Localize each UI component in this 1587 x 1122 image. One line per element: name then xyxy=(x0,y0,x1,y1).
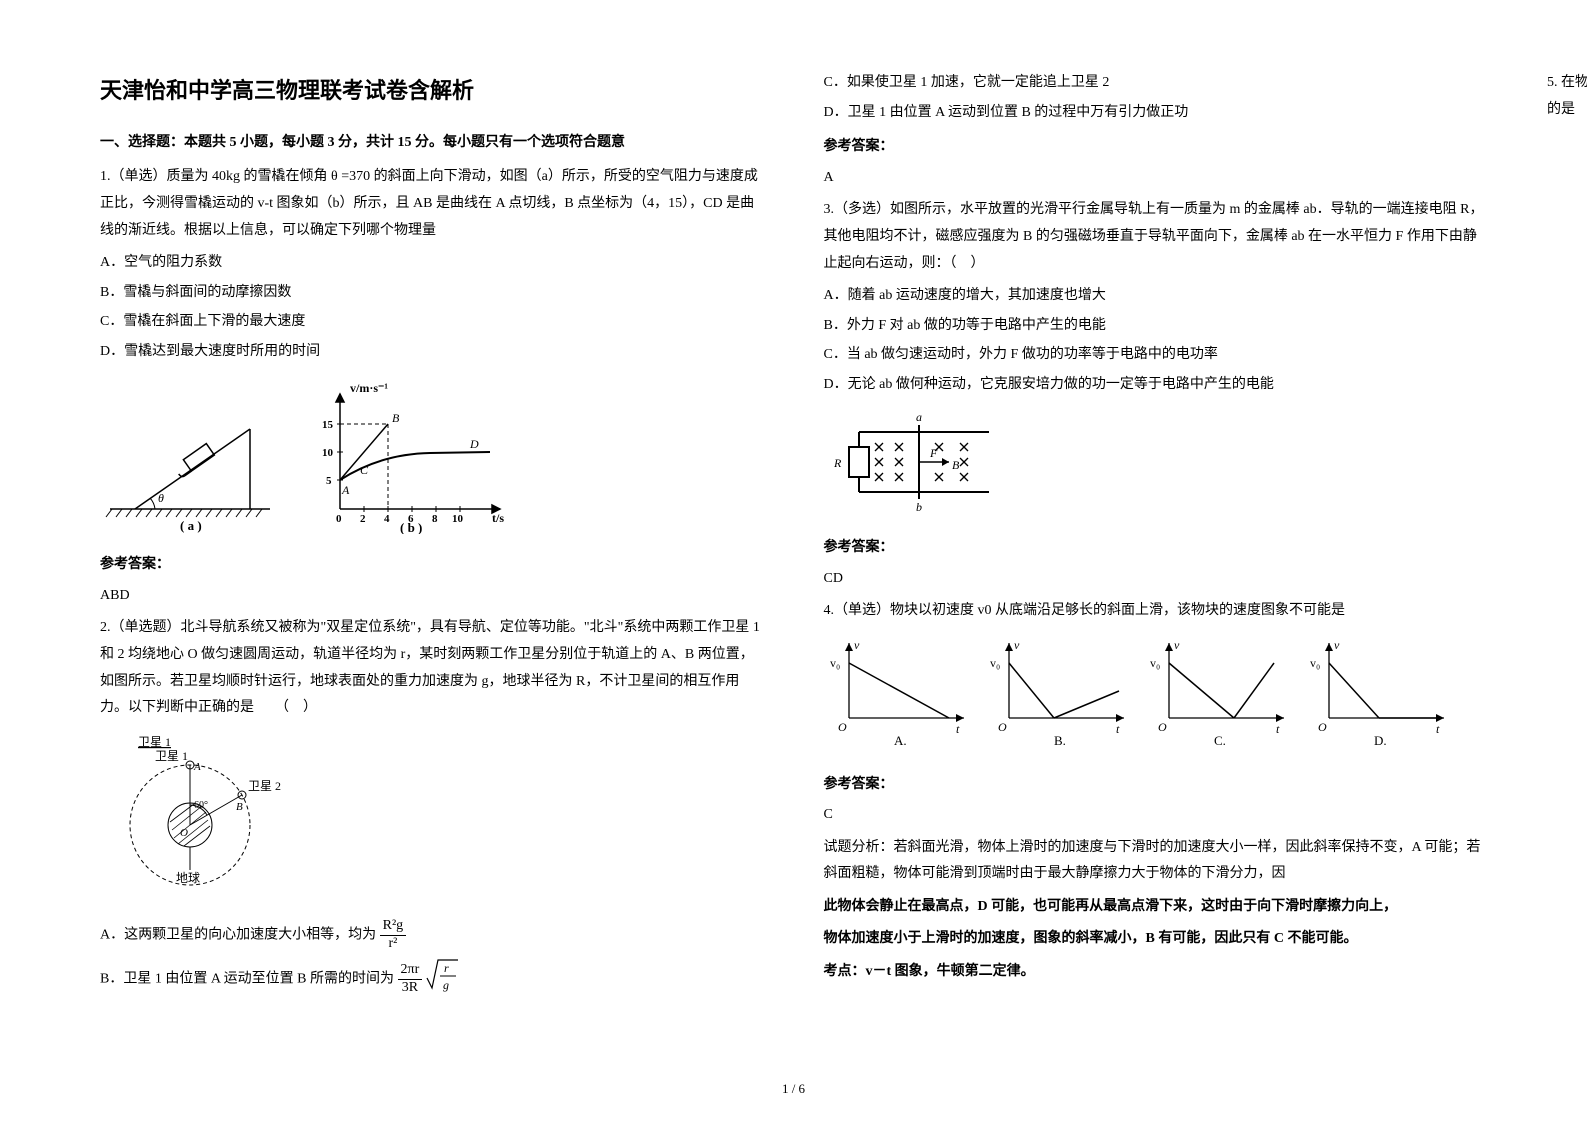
svg-text:4: 4 xyxy=(384,513,390,525)
svg-text:0: 0 xyxy=(336,513,342,525)
svg-text:2: 2 xyxy=(360,513,366,525)
q1-answer: ABD xyxy=(100,583,764,610)
q1-answer-label: 参考答案： xyxy=(100,552,764,579)
section-header: 一、选择题：本题共 5 小题，每小题 3 分，共计 15 分。每小题只有一个选项… xyxy=(100,130,764,157)
svg-text:v/m·s⁻¹: v/m·s⁻¹ xyxy=(350,381,388,395)
svg-text:卫星 1: 卫星 1 xyxy=(138,735,171,749)
svg-text:8: 8 xyxy=(432,513,438,525)
q2-a-frac: R²g r² xyxy=(380,918,407,953)
svg-text:C: C xyxy=(360,463,369,477)
svg-text:g: g xyxy=(443,978,449,992)
svg-text:θ: θ xyxy=(158,491,164,505)
svg-text:B: B xyxy=(952,458,960,472)
q2-figure: 60° 卫星 1 卫星 2 地球 A B O 卫星 1 xyxy=(100,730,764,911)
svg-text:r: r xyxy=(444,961,449,975)
q2-option-c: C．如果使卫星 1 加速，它就一定能追上卫星 2 xyxy=(824,70,1488,97)
q2-answer-label: 参考答案： xyxy=(824,134,1488,161)
svg-text:R: R xyxy=(833,456,842,470)
svg-text:15: 15 xyxy=(322,419,334,431)
svg-text:60°: 60° xyxy=(194,800,208,811)
q2-option-b: B．卫星 1 由位置 A 运动至位置 B 所需的时间为 2πr 3R r g xyxy=(100,956,764,1003)
svg-text:O: O xyxy=(1158,720,1167,734)
q2-option-a: A．这两颗卫星的向心加速度大小相等，均为 R²g r² xyxy=(100,918,764,953)
q4-answer-label: 参考答案： xyxy=(824,772,1488,799)
svg-text:F: F xyxy=(929,446,938,460)
q1-option-d: D．雪橇达到最大速度时所用的时间 xyxy=(100,339,764,366)
q4-analysis: 试题分析：若斜面光滑，物体上滑时的加速度与下滑时的加速度大小一样，因此斜率保持不… xyxy=(824,835,1488,888)
svg-text:t: t xyxy=(1276,722,1280,736)
svg-text:5: 5 xyxy=(326,475,332,487)
svg-text:v₀: v₀ xyxy=(830,656,840,670)
q4-analysis-text: 若斜面光滑，物体上滑时的加速度与下滑时的加速度大小一样，因此斜率保持不变，A 可… xyxy=(824,840,1481,882)
svg-text:10: 10 xyxy=(322,447,334,459)
svg-text:v: v xyxy=(1014,638,1020,652)
q3-stem: 3.（多选）如图所示，水平放置的光滑平行金属导轨上有一质量为 m 的金属棒 ab… xyxy=(824,197,1488,277)
svg-text:t/s: t/s xyxy=(492,511,504,525)
svg-text:B.: B. xyxy=(1054,733,1066,748)
q4-answer: C xyxy=(824,802,1488,829)
svg-text:( b ): ( b ) xyxy=(400,520,422,534)
svg-text:O: O xyxy=(180,827,188,839)
svg-text:v₀: v₀ xyxy=(1150,656,1160,670)
svg-text:C.: C. xyxy=(1214,733,1226,748)
q1-figure: θ ( a ) v/m·s⁻¹ t/s 5 10 15 xyxy=(100,374,764,545)
q4-bold-3: 考点：v－t 图象，牛顿第二定律。 xyxy=(824,959,1488,986)
q3-option-d: D．无论 ab 做何种运动，它克服安培力做的功一定等于电路中产生的电能 xyxy=(824,372,1488,399)
svg-text:10: 10 xyxy=(452,513,464,525)
q4-bold-1: 此物体会静止在最高点，D 可能，也可能再从最高点滑下来，这时由于向下滑时摩擦力向… xyxy=(824,894,1488,921)
svg-text:B: B xyxy=(392,411,400,425)
svg-text:t: t xyxy=(1436,722,1440,736)
q3-answer: CD xyxy=(824,566,1488,593)
svg-text:A: A xyxy=(193,761,201,773)
svg-text:A: A xyxy=(341,483,350,497)
q1-option-b: B．雪橇与斜面间的动摩擦因数 xyxy=(100,280,764,307)
q2-b-sqrt: r g xyxy=(426,956,460,1003)
q2-stem: 2.（单选题）北斗导航系统又被称为"双星定位系统"，具有导航、定位等功能。"北斗… xyxy=(100,615,764,721)
svg-text:地球: 地球 xyxy=(176,871,200,885)
q4-analysis-label: 试题分析： xyxy=(824,840,894,855)
svg-text:卫星 2: 卫星 2 xyxy=(248,779,281,793)
svg-text:D.: D. xyxy=(1374,733,1387,748)
q5-stem: 5. 在物理学发展的过程中，有许多伟大的科学家做出了突出贡献。关于科学家和他们的… xyxy=(1547,70,1587,123)
svg-text:卫星 1: 卫星 1 xyxy=(155,749,188,763)
svg-text:t: t xyxy=(1116,722,1120,736)
svg-text:( a ): ( a ) xyxy=(180,518,202,533)
q2-b-text: B．卫星 1 由位置 A 运动至位置 B 所需的时间为 xyxy=(100,971,398,986)
svg-text:v: v xyxy=(1174,638,1180,652)
q2-answer: A xyxy=(824,165,1488,192)
q1-option-a: A．空气的阻力系数 xyxy=(100,250,764,277)
page-footer: 1 / 6 xyxy=(0,1077,1587,1102)
q1-stem: 1.（单选）质量为 40kg 的雪橇在倾角 θ =370 的斜面上向下滑动，如图… xyxy=(100,164,764,244)
q3-figure: F R a b B xyxy=(824,407,1488,528)
q3-option-a: A．随着 ab 运动速度的增大，其加速度也增大 xyxy=(824,283,1488,310)
svg-text:A.: A. xyxy=(894,733,907,748)
svg-text:v₀: v₀ xyxy=(990,656,1000,670)
svg-text:O: O xyxy=(838,720,847,734)
svg-text:v: v xyxy=(854,638,860,652)
q1-option-c: C．雪橇在斜面上下滑的最大速度 xyxy=(100,309,764,336)
svg-text:D: D xyxy=(469,437,479,451)
svg-text:b: b xyxy=(916,500,922,514)
svg-text:B: B xyxy=(236,801,243,813)
svg-text:O: O xyxy=(1318,720,1327,734)
svg-text:a: a xyxy=(916,410,922,424)
q4-figure: v₀ v t O A. v₀ v t O B. xyxy=(824,633,1488,764)
q2-option-d: D．卫星 1 由位置 A 运动到位置 B 的过程中万有引力做正功 xyxy=(824,100,1488,127)
q3-answer-label: 参考答案： xyxy=(824,535,1488,562)
q2-a-text: A．这两颗卫星的向心加速度大小相等，均为 xyxy=(100,928,380,943)
svg-text:O: O xyxy=(998,720,1007,734)
q2-b-frac1: 2πr 3R xyxy=(398,962,423,997)
page-title: 天津怡和中学高三物理联考试卷含解析 xyxy=(100,70,764,112)
q4-bold-2: 物体加速度小于上滑时的加速度，图象的斜率减小，B 有可能，因此只有 C 不能可能… xyxy=(824,926,1488,953)
svg-text:v₀: v₀ xyxy=(1310,656,1320,670)
svg-text:v: v xyxy=(1334,638,1340,652)
q3-option-c: C．当 ab 做匀速运动时，外力 F 做功的功率等于电路中的电功率 xyxy=(824,342,1488,369)
q4-stem: 4.（单选）物块以初速度 v0 从底端沿足够长的斜面上滑，该物块的速度图象不可能… xyxy=(824,598,1488,625)
svg-text:t: t xyxy=(956,722,960,736)
q3-option-b: B．外力 F 对 ab 做的功等于电路中产生的电能 xyxy=(824,313,1488,340)
